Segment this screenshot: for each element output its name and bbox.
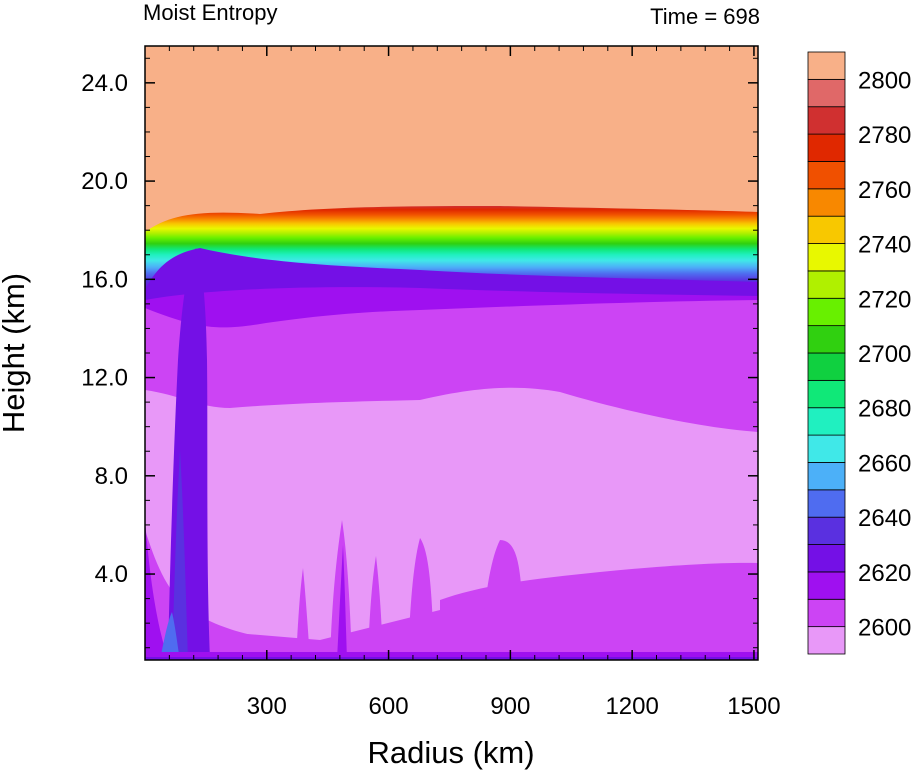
x-tick-label: 600 (369, 693, 409, 720)
colorbar-swatch (807, 379, 846, 409)
plume-300 (296, 568, 310, 660)
eyewall-inner (172, 450, 188, 660)
y-tick-label: 4.0 (95, 561, 128, 588)
plume-760 (480, 540, 522, 660)
colorbar-swatch (807, 243, 846, 272)
colorbar-swatch (807, 489, 846, 518)
colorbar-label: 2740 (858, 232, 911, 259)
y-tick-label: 12.0 (81, 365, 128, 392)
colorbar-label: 2640 (858, 505, 911, 532)
colorbar-swatch (807, 78, 846, 108)
colorbar: 2600 2620 2640 2660 2680 2700 2720 2740 2760 2780… (807, 51, 911, 655)
eyewall-core-left (145, 520, 168, 660)
y-tick-label: 16.0 (81, 266, 128, 293)
x-tick-label: 1200 (605, 693, 658, 720)
colorbar-swatch (807, 215, 846, 244)
surface-layer (145, 652, 758, 660)
colorbar-label: 2700 (858, 341, 911, 368)
colorbar-swatch (807, 161, 846, 190)
plume-620 (408, 538, 434, 660)
colorbar-swatch (807, 544, 846, 573)
colorbar-label: 2720 (858, 286, 911, 313)
y-tick-label: 8.0 (95, 463, 128, 490)
colorbar-swatch (807, 571, 846, 600)
colorbar-label: 2600 (858, 615, 911, 642)
colorbar-swatch (807, 133, 846, 162)
colorbar-swatch (807, 626, 846, 655)
colorbar-label: 2800 (858, 67, 911, 94)
chart-title-right: Time = 698 (650, 4, 760, 29)
colorbar-swatch (807, 516, 846, 545)
contour-field (145, 46, 758, 660)
x-tick-label: 1500 (727, 693, 780, 720)
band-boundary-left (145, 530, 440, 660)
colorbar-label: 2680 (858, 396, 911, 423)
colorbar-label: 2760 (858, 177, 911, 204)
y-tick-label: 24.0 (81, 70, 128, 97)
eye-bottom (160, 612, 180, 660)
colorbar-swatch (807, 434, 846, 463)
colorbar-swatch (807, 407, 846, 436)
surface-layer-dark (145, 657, 758, 660)
colorbar-label: 2660 (858, 450, 911, 477)
y-axis: 4.0 8.0 12.0 16.0 20.0 24.0 (81, 57, 758, 649)
colorbar-swatch (807, 297, 846, 327)
colorbar-swatch (807, 462, 846, 491)
colorbar-swatch (807, 270, 846, 299)
colorbar-swatch (807, 51, 846, 80)
colorbar-swatch (807, 188, 846, 217)
colorbar-swatch (807, 106, 846, 135)
x-tick-label: 900 (490, 693, 530, 720)
x-axis: 300 600 900 1200 1500 (168, 46, 781, 720)
plume-540 (368, 556, 383, 660)
colorbar-swatch (807, 598, 846, 628)
colorbar-label: 2620 (858, 560, 911, 587)
colorbar-swatch (807, 325, 846, 354)
x-tick-label: 300 (247, 693, 287, 720)
y-axis-label: Height (km) (0, 273, 31, 433)
x-axis-label: Radius (km) (367, 735, 534, 770)
colorbar-swatch (807, 352, 846, 381)
y-tick-label: 20.0 (81, 168, 128, 195)
colorbar-label: 2780 (858, 122, 911, 149)
chart-title-left: Moist Entropy (143, 0, 278, 25)
plume-480-core (337, 545, 347, 660)
